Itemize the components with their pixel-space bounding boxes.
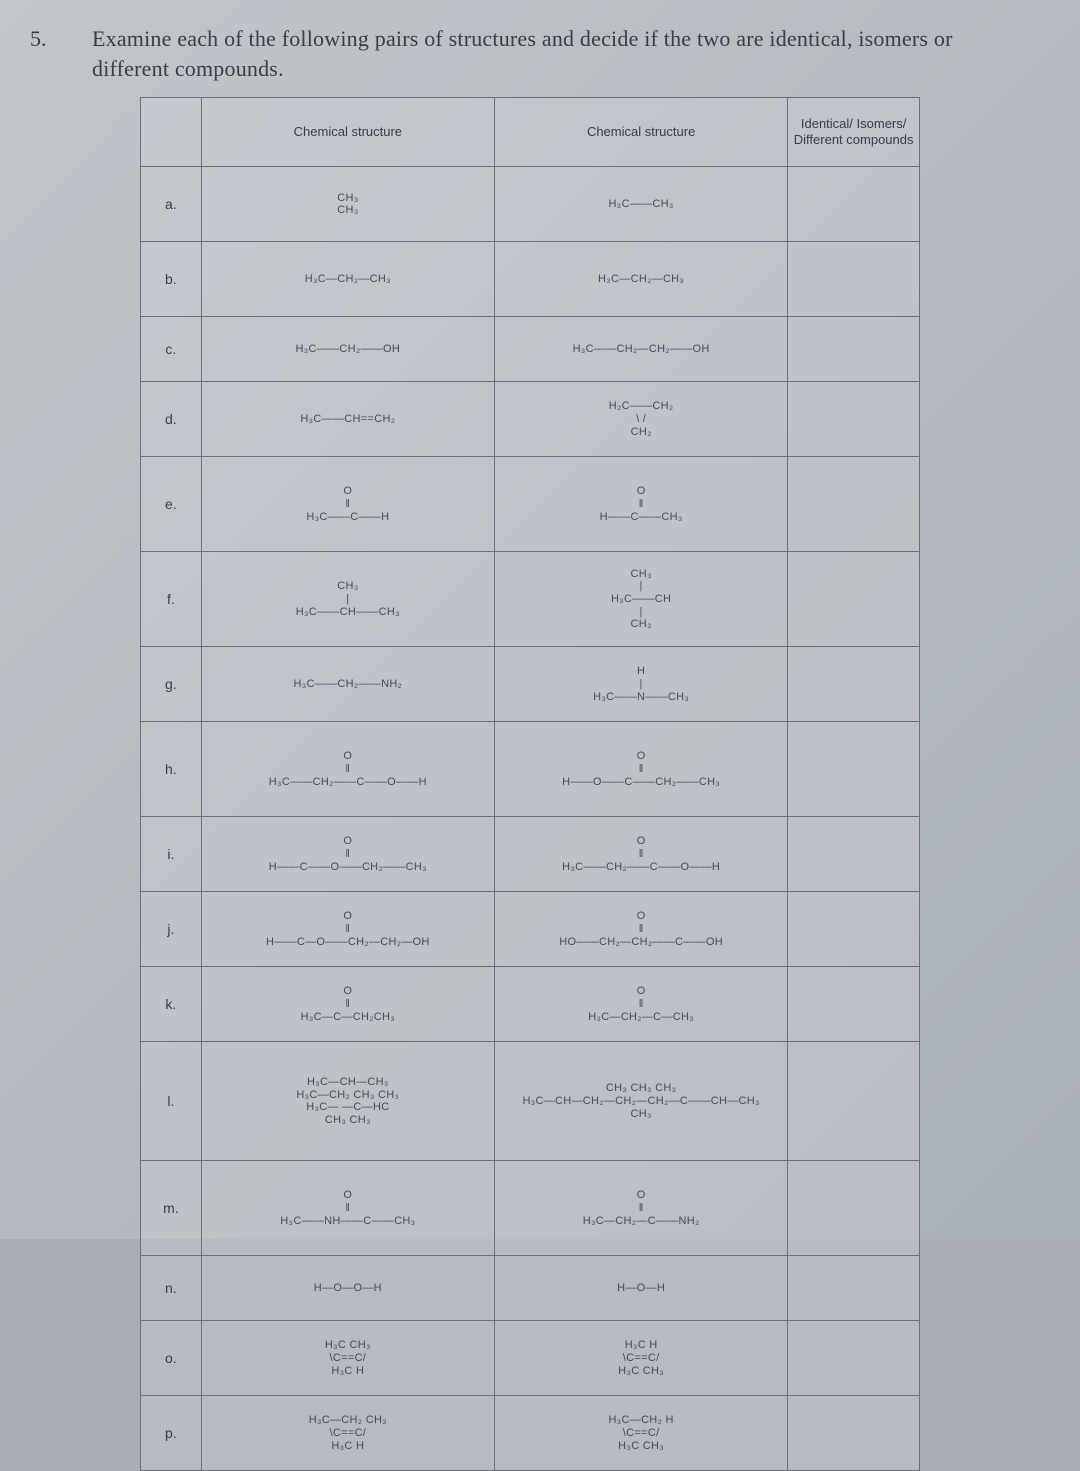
answer-cell [788,1042,920,1161]
answer-cell [788,167,920,242]
table-head: Chemical structure Chemical structure Id… [141,98,920,167]
table-row: i. O ‖ H——C——O——CH₂——CH₃ O ‖ H₃C——CH₂——C… [141,817,920,892]
structure-left: H₃C——CH₂——NH₂ [201,647,494,722]
structure-left: O ‖ H₃C——CH₂——C——O——H [201,722,494,817]
answer-cell [788,1321,920,1396]
table-row: o.H₃C CH₃ \C==C/ H₃C HH₃C H \C==C/ H₃C C… [141,1321,920,1396]
table-wrap: Chemical structure Chemical structure Id… [140,97,988,1471]
structure-left: H₃C——CH==CH₂ [201,382,494,457]
structure-left: CH₃ | H₃C——CH——CH₃ [201,552,494,647]
row-label: k. [141,967,202,1042]
structure-right: H₃C——CH₂—CH₂——OH [494,317,787,382]
table-row: p.H₃C—CH₂ CH₃ \C==C/ H₃C HH₃C—CH₂ H \C==… [141,1396,920,1471]
structure-right: O ‖ H——O——C——CH₂——CH₃ [494,722,787,817]
structure-left: H₃C CH₃ \C==C/ H₃C H [201,1321,494,1396]
structure-right: O ‖ H₃C——CH₂——C——O——H [494,817,787,892]
row-label: e. [141,457,202,552]
structure-left: H₃C—CH₂—CH₃ [201,242,494,317]
structure-right: H₃C——CH₃ [494,167,787,242]
table-body: a.CH₃ CH₃H₃C——CH₃b.H₃C—CH₂—CH₃H₃C—CH₂—CH… [141,167,920,1471]
row-label: h. [141,722,202,817]
structure-right: H₃C—CH₂ H \C==C/ H₃C CH₃ [494,1396,787,1471]
structure-left: O ‖ H₃C—C—CH₂CH₃ [201,967,494,1042]
table-row: m. O ‖ H₃C——NH——C——CH₃ O ‖ H₃C—CH₂—C——NH… [141,1161,920,1256]
answer-cell [788,242,920,317]
structure-right: O ‖ H₃C—CH₂—C—CH₃ [494,967,787,1042]
row-label: n. [141,1256,202,1321]
row-label: m. [141,1161,202,1256]
structure-right: CH₃ | H₃C——CH | CH₃ [494,552,787,647]
answer-cell [788,1256,920,1321]
question-text: Examine each of the following pairs of s… [92,24,1028,83]
structure-right: O ‖ H₃C—CH₂—C——NH₂ [494,1161,787,1256]
header-answer: Identical/ Isomers/ Different compounds [788,98,920,167]
row-label: j. [141,892,202,967]
structure-left: H₃C—CH—CH₃ H₃C—CH₂ CH₃ CH₃ H₃C— —C—HC CH… [201,1042,494,1161]
row-label: g. [141,647,202,722]
row-label: l. [141,1042,202,1161]
row-label: b. [141,242,202,317]
structure-left: O ‖ H——C—O——CH₂—CH₂—OH [201,892,494,967]
row-label: d. [141,382,202,457]
answer-cell [788,817,920,892]
page: 5. Examine each of the following pairs o… [0,0,1080,1239]
table-row: g.H₃C——CH₂——NH₂ H | H₃C——N——CH₃ [141,647,920,722]
structure-right: O ‖ H——C——CH₃ [494,457,787,552]
answer-cell [788,317,920,382]
row-label: c. [141,317,202,382]
structure-right: O ‖ HO——CH₂—CH₂——C——OH [494,892,787,967]
answer-cell [788,1161,920,1256]
header-struct-1: Chemical structure [201,98,494,167]
structure-right: CH₃ CH₃ CH₃ H₃C—CH—CH₂—CH₂—CH₂—C——CH—CH₃… [494,1042,787,1161]
question-row: 5. Examine each of the following pairs o… [30,24,1028,83]
row-label: a. [141,167,202,242]
structure-left: O ‖ H₃C——C——H [201,457,494,552]
table-row: d.H₃C——CH==CH₂H₂C——CH₂ \ / CH₂ [141,382,920,457]
structure-right: H—O—H [494,1256,787,1321]
answer-cell [788,967,920,1042]
row-label: o. [141,1321,202,1396]
table-row: n.H—O—O—HH—O—H [141,1256,920,1321]
answer-cell [788,647,920,722]
table-row: h. O ‖ H₃C——CH₂——C——O——H O ‖ H——O——C——CH… [141,722,920,817]
answer-cell [788,382,920,457]
table-row: a.CH₃ CH₃H₃C——CH₃ [141,167,920,242]
structure-left: CH₃ CH₃ [201,167,494,242]
structure-right: H | H₃C——N——CH₃ [494,647,787,722]
header-struct-2: Chemical structure [494,98,787,167]
answer-cell [788,722,920,817]
structure-left: H₃C——CH₂——OH [201,317,494,382]
table-row: k. O ‖ H₃C—C—CH₂CH₃ O ‖ H₃C—CH₂—C—CH₃ [141,967,920,1042]
row-label: i. [141,817,202,892]
row-label: f. [141,552,202,647]
table-row: l.H₃C—CH—CH₃ H₃C—CH₂ CH₃ CH₃ H₃C— —C—HC … [141,1042,920,1161]
structure-left: H—O—O—H [201,1256,494,1321]
structure-right: H₃C—CH₂—CH₃ [494,242,787,317]
structure-right: H₂C——CH₂ \ / CH₂ [494,382,787,457]
answer-cell [788,1396,920,1471]
answer-cell [788,552,920,647]
table-row: j. O ‖ H——C—O——CH₂—CH₂—OH O ‖ HO——CH₂—CH… [141,892,920,967]
structure-left: H₃C—CH₂ CH₃ \C==C/ H₃C H [201,1396,494,1471]
structure-left: O ‖ H——C——O——CH₂——CH₃ [201,817,494,892]
question-number: 5. [30,24,58,52]
answer-cell [788,457,920,552]
structure-left: O ‖ H₃C——NH——C——CH₃ [201,1161,494,1256]
table-row: c.H₃C——CH₂——OHH₃C——CH₂—CH₂——OH [141,317,920,382]
row-label: p. [141,1396,202,1471]
structure-table: Chemical structure Chemical structure Id… [140,97,920,1471]
structure-right: H₃C H \C==C/ H₃C CH₃ [494,1321,787,1396]
table-row: e. O ‖ H₃C——C——H O ‖ H——C——CH₃ [141,457,920,552]
table-row: b.H₃C—CH₂—CH₃H₃C—CH₂—CH₃ [141,242,920,317]
table-row: f. CH₃ | H₃C——CH——CH₃ CH₃ | H₃C——CH | CH… [141,552,920,647]
header-blank [141,98,202,167]
answer-cell [788,892,920,967]
